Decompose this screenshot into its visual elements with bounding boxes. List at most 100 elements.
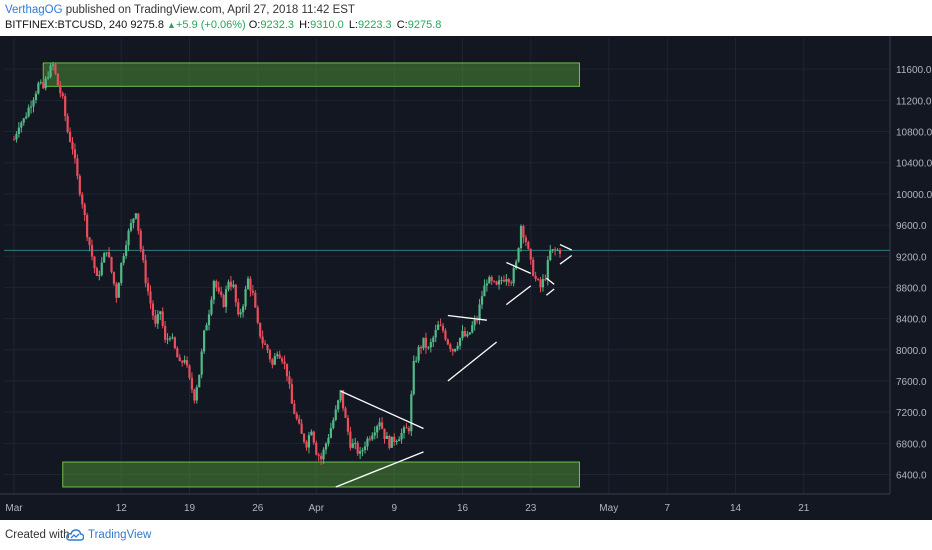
candle-body (173, 337, 176, 349)
candle-body (20, 122, 23, 128)
candle-body (15, 133, 18, 140)
candle-body (378, 422, 381, 427)
candle-body (261, 336, 264, 344)
candle-body (68, 131, 72, 142)
tradingview-brand-link[interactable]: TradingView (88, 529, 152, 541)
candle-body (44, 78, 47, 89)
candle-body (168, 338, 172, 340)
candle-body (12, 139, 16, 141)
x-tick-label: Mar (5, 503, 23, 514)
candle-body (27, 107, 30, 117)
candle-body (273, 356, 276, 365)
candle-body (268, 350, 272, 360)
chart-background (0, 36, 932, 520)
candle-body (37, 83, 40, 94)
candle-body (271, 359, 274, 365)
candle-body (456, 345, 459, 349)
candle-body (25, 116, 28, 119)
candle-body (354, 442, 357, 444)
candle-body (166, 338, 169, 340)
candle-body (368, 438, 371, 440)
candle-body (54, 64, 57, 74)
candle-body (134, 213, 137, 219)
y-tick-label: 9200.0 (896, 252, 927, 263)
candle-body (549, 250, 552, 261)
candle-body (76, 158, 79, 176)
candle-body (288, 376, 291, 385)
candle-body (495, 281, 498, 285)
candle-body (315, 442, 318, 455)
candle-body (183, 360, 186, 363)
candle-body (337, 400, 340, 410)
candle-body (444, 330, 447, 340)
x-tick-label: 16 (457, 503, 469, 514)
y-tick-label: 11600.0 (896, 65, 932, 76)
candle-body (227, 281, 230, 290)
x-tick-label: 23 (525, 503, 537, 514)
y-tick-label: 7600.0 (896, 377, 927, 388)
candle-body (64, 96, 67, 116)
candle-body (290, 384, 293, 404)
candle-body (32, 100, 35, 107)
candle-body (363, 446, 367, 450)
x-tick-label: 14 (730, 503, 742, 514)
candle-body (476, 319, 479, 321)
candle-layer (12, 61, 562, 465)
trendline-layer (335, 243, 573, 488)
candle-body (385, 435, 389, 439)
candle-body (154, 315, 157, 324)
candle-body (356, 442, 359, 454)
candle-body (251, 290, 254, 293)
candle-body (466, 334, 469, 337)
last-price: 9275.8 (130, 19, 164, 31)
y-tick-label: 11200.0 (896, 96, 932, 107)
candle-body (471, 325, 474, 333)
tradingview-cloud-icon (66, 529, 84, 541)
candle-body (215, 281, 218, 288)
candle-body (161, 311, 164, 326)
trendline (559, 254, 573, 265)
candle-body (176, 348, 179, 358)
candle-body (51, 64, 55, 66)
candle-body (334, 409, 337, 420)
candle-body (422, 337, 425, 349)
candle-body (285, 363, 289, 377)
candle-body (181, 361, 184, 363)
candle-body (164, 325, 167, 340)
candle-body (429, 342, 432, 348)
candle-body (376, 426, 379, 433)
candle-body (434, 329, 437, 338)
candle-body (402, 427, 406, 433)
candlestick-chart[interactable]: 11600.0 11200.0 10800.0 10400.0 10000.0 9600.… (0, 36, 932, 520)
candle-body (507, 279, 510, 283)
candle-body (212, 281, 215, 300)
candle-body (195, 387, 198, 401)
candle-body (322, 449, 325, 460)
candle-body (310, 431, 313, 436)
footer: Created with TradingView (0, 520, 932, 550)
candle-body (146, 283, 150, 292)
candle-body (373, 432, 376, 436)
price-chart[interactable]: 11600.0 11200.0 10800.0 10400.0 10000.0 9600.… (0, 36, 932, 520)
candle-body (432, 337, 435, 343)
candle-body (125, 245, 128, 257)
high-value: 9310.0 (310, 19, 344, 31)
candle-body (242, 306, 245, 313)
x-tick-label: Apr (308, 503, 324, 514)
trendline (545, 288, 555, 296)
candle-body (198, 374, 201, 388)
candle-body (424, 337, 428, 348)
candle-body (451, 349, 454, 352)
high-label: H: (299, 19, 311, 31)
trendline (506, 261, 532, 274)
candle-body (461, 331, 464, 339)
author-link[interactable]: VerthagOG (5, 4, 63, 16)
candle-body (519, 226, 523, 249)
candle-body (419, 347, 423, 349)
y-tick-label: 10400.0 (896, 159, 932, 170)
candle-body (59, 85, 62, 94)
candle-body (393, 436, 396, 442)
close-label: C: (396, 19, 408, 31)
candle-body (81, 194, 84, 205)
y-tick-label: 8000.0 (896, 346, 927, 357)
